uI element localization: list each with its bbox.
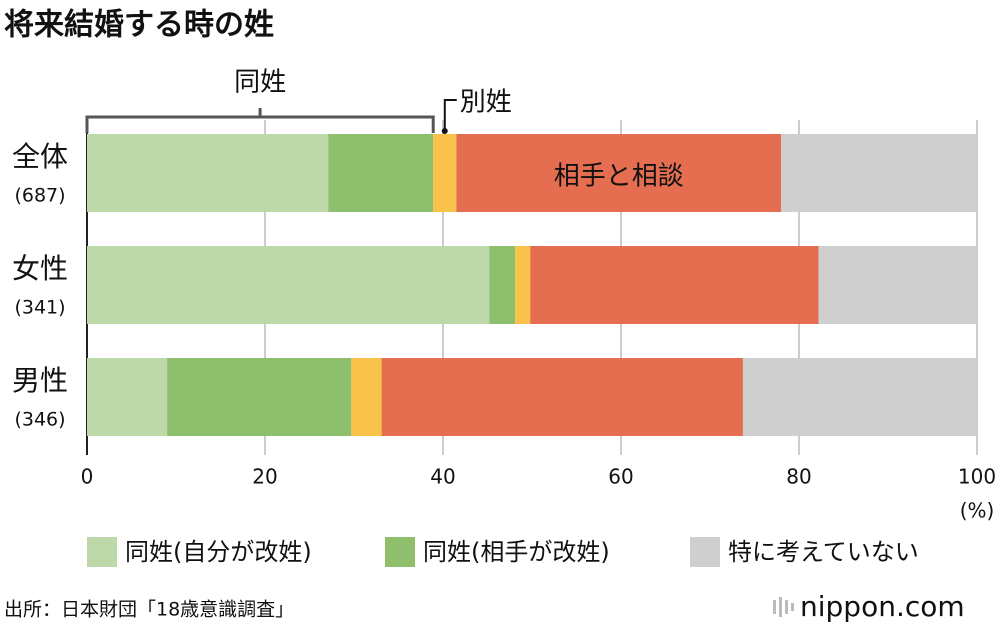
- bar-segment: [742, 358, 977, 436]
- logo-icon: [773, 597, 794, 617]
- category-label: 全体: [12, 140, 68, 173]
- bar-segment: [456, 134, 782, 212]
- bracket: [85, 108, 435, 133]
- bar-segment: [167, 358, 352, 436]
- bar-segment: [87, 358, 168, 436]
- x-tick-label: 80: [786, 465, 811, 489]
- bar-segment: [515, 246, 531, 324]
- bar-segment: [781, 134, 977, 212]
- chart-title: 将来結婚する時の姓: [4, 8, 274, 43]
- source: 出所：日本財団「18歳意識調査」: [4, 599, 294, 621]
- legend-label: 特に考えていない: [728, 538, 919, 566]
- category-count: (346): [14, 409, 65, 431]
- annotation: 相手と相談: [554, 162, 684, 192]
- bar-segment: [818, 246, 977, 324]
- legend-swatch: [690, 537, 720, 567]
- bar-segment: [489, 246, 516, 324]
- bar-segment: [381, 358, 743, 436]
- bar-segment: [87, 246, 490, 324]
- category-label: 男性: [12, 364, 68, 397]
- x-unit: (%): [960, 499, 995, 523]
- x-tick-label: 100: [958, 465, 996, 489]
- pointer: [443, 99, 457, 131]
- x-tick-label: 40: [430, 465, 455, 489]
- x-tick-label: 0: [81, 465, 94, 489]
- x-tick-label: 20: [252, 465, 277, 489]
- bar-segment: [328, 134, 434, 212]
- category-count: (687): [14, 185, 65, 207]
- category-count: (341): [14, 297, 65, 319]
- bar-segment: [351, 358, 382, 436]
- bar-segment: [87, 134, 329, 212]
- logo: nippon.com: [800, 590, 965, 623]
- legend-swatch: [87, 537, 117, 567]
- legend-label: 同姓(相手が改姓): [423, 538, 610, 566]
- bar-segment: [433, 134, 457, 212]
- annotation: 別姓: [460, 88, 512, 118]
- category-label: 女性: [12, 252, 68, 285]
- bar-segment: [530, 246, 819, 324]
- x-tick-label: 60: [608, 465, 633, 489]
- legend-label: 同姓(自分が改姓): [125, 538, 312, 566]
- legend-swatch: [385, 537, 415, 567]
- annotation: 同姓: [234, 68, 286, 98]
